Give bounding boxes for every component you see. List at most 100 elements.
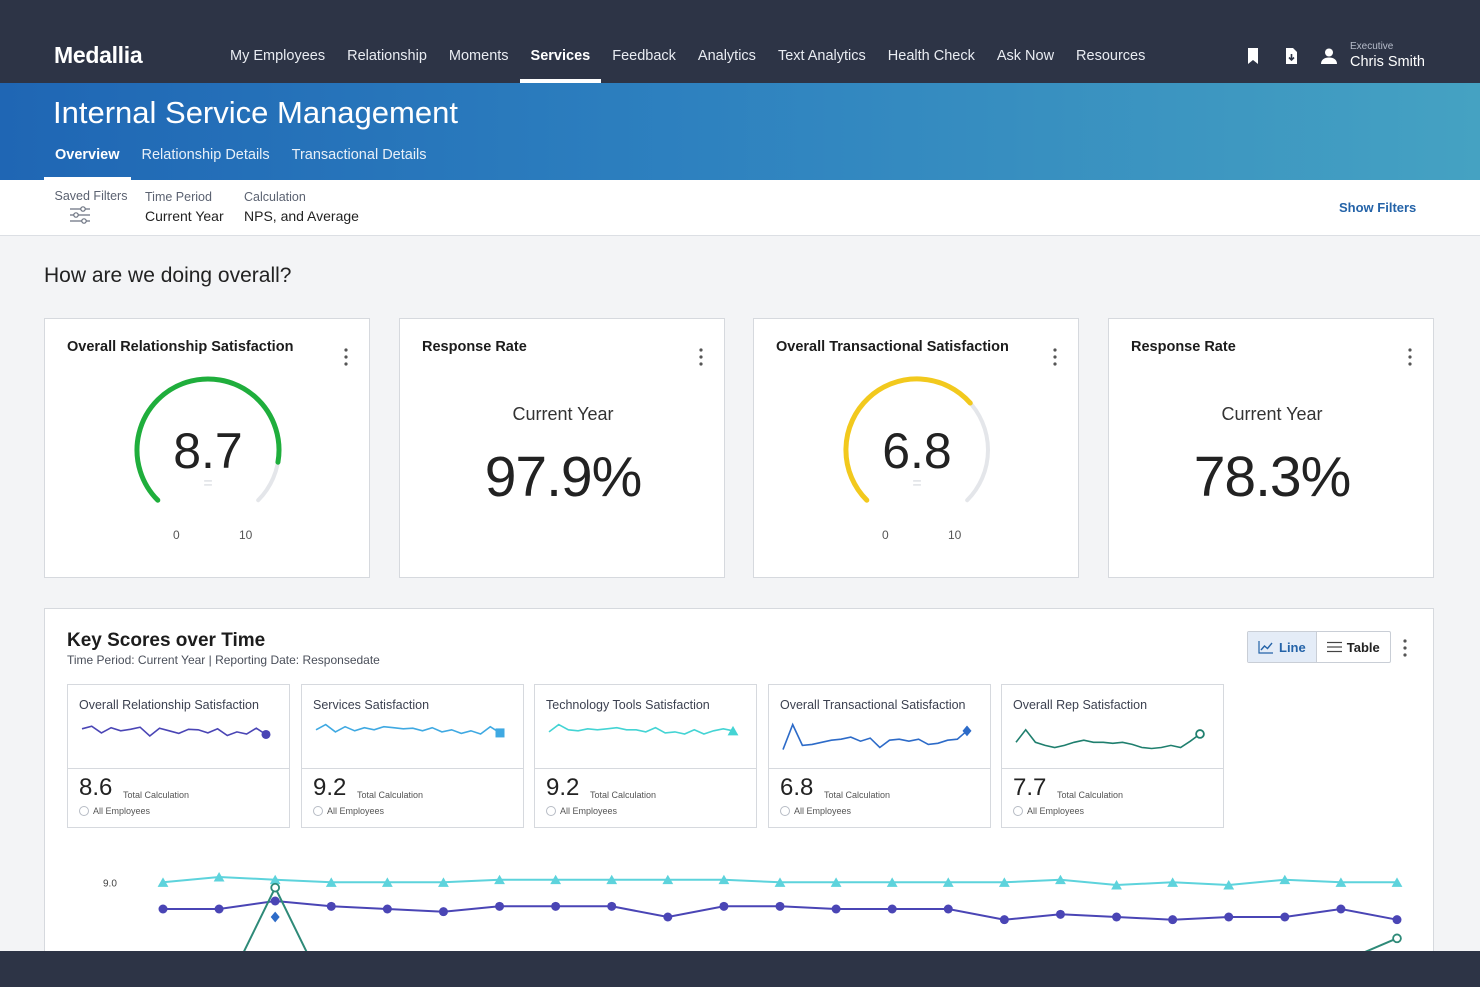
kpi-card-response-rate-relationship: Response Rate Current Year 97.9% — [399, 318, 725, 578]
page-title: Internal Service Management — [53, 95, 458, 130]
divider — [302, 768, 523, 769]
more-options-icon[interactable] — [1407, 347, 1413, 367]
divider — [1002, 768, 1223, 769]
user-icon[interactable] — [1320, 47, 1338, 65]
nav-item-moments[interactable]: Moments — [448, 48, 509, 64]
divider — [769, 768, 990, 769]
gauge-value: 8.7 — [173, 423, 243, 479]
gauge-min-label: 0 — [173, 528, 180, 542]
nav-item-text-analytics[interactable]: Text Analytics — [777, 48, 866, 64]
series-point — [325, 877, 337, 887]
radio-button[interactable] — [780, 806, 790, 816]
radio-button[interactable] — [1013, 806, 1023, 816]
nav-item-feedback[interactable]: Feedback — [612, 48, 676, 64]
series-point — [718, 874, 730, 885]
divider — [68, 768, 289, 769]
card-title: Overall Transactional Satisfaction — [776, 339, 1009, 355]
series-point — [269, 874, 281, 885]
series-point — [270, 896, 280, 906]
nav-item-my-employees[interactable]: My Employees — [230, 48, 326, 64]
nav-item-ask-now[interactable]: Ask Now — [996, 48, 1055, 64]
sliders-icon — [70, 206, 90, 224]
metric-filter[interactable]: All Employees — [1013, 806, 1084, 816]
series-point — [157, 877, 169, 887]
sparkline-end-marker — [495, 728, 505, 738]
metric-filter-label: All Employees — [1027, 806, 1085, 816]
metric-filter[interactable]: All Employees — [79, 806, 150, 816]
more-options-icon[interactable] — [343, 347, 349, 367]
line-view-button[interactable]: Line — [1248, 632, 1317, 662]
time-period-filter[interactable]: Time Period Current Year — [145, 190, 224, 224]
rate-value: 78.3% — [1193, 445, 1352, 509]
bottom-bar — [0, 951, 1480, 987]
more-options-icon[interactable] — [1052, 347, 1058, 367]
metric-tile[interactable]: Overall Transactional Satisfaction 6.8 Tot… — [768, 684, 991, 828]
tab-relationship-details[interactable]: Relationship Details — [141, 147, 270, 163]
user-menu[interactable]: Executive Chris Smith — [1350, 41, 1425, 71]
metric-title: Overall Rep Satisfaction — [1013, 698, 1148, 712]
metric-calc-label: Total Calculation — [1057, 790, 1124, 800]
sparkline-path — [548, 723, 734, 735]
metric-filter-label: All Employees — [93, 806, 151, 816]
metric-tile[interactable]: Overall Relationship Satisfaction 8.6 Tota… — [67, 684, 290, 828]
metric-filter-label: All Employees — [560, 806, 618, 816]
calculation-label: Calculation — [244, 190, 306, 204]
saved-filters-label: Saved Filters — [54, 189, 128, 203]
gauge-fill — [843, 376, 973, 503]
rate-period: Current Year — [512, 404, 614, 424]
metric-tile[interactable]: Technology Tools Satisfaction 9.2 Total Ca… — [534, 684, 757, 828]
series-point — [830, 877, 842, 887]
metric-calc-label: Total Calculation — [357, 790, 424, 800]
metric-tile[interactable]: Services Satisfaction 9.2 Total Calculatio… — [301, 684, 524, 828]
saved-filters-button[interactable]: Saved Filters — [54, 189, 128, 225]
nav-item-services[interactable]: Services — [519, 28, 602, 83]
user-name: Chris Smith — [1350, 54, 1425, 70]
card-title: Response Rate — [1131, 339, 1236, 355]
calculation-filter[interactable]: Calculation NPS, and Average — [244, 190, 359, 224]
series-point — [1111, 880, 1122, 890]
nav-item-relationship[interactable]: Relationship — [347, 48, 427, 64]
series-point — [1391, 877, 1403, 887]
sparkline-path — [81, 725, 267, 738]
series-point — [719, 901, 729, 911]
series-point — [1335, 877, 1347, 887]
show-filters-link[interactable]: Show Filters — [1339, 200, 1417, 215]
metric-filter[interactable]: All Employees — [546, 806, 617, 816]
table-view-button[interactable]: Table — [1317, 632, 1390, 662]
more-options-icon[interactable] — [1402, 638, 1408, 658]
series-point — [382, 904, 392, 914]
page-tabs: Overview Relationship Details Transactiona… — [44, 140, 438, 180]
series-point — [1224, 912, 1234, 922]
radio-button[interactable] — [313, 806, 323, 816]
series-point — [381, 877, 393, 887]
metric-value: 6.8 — [780, 774, 814, 801]
nav-item-analytics[interactable]: Analytics — [697, 48, 756, 64]
nav-item-health-check[interactable]: Health Check — [887, 48, 975, 64]
series-point — [1392, 933, 1402, 944]
metric-tile[interactable]: Overall Rep Satisfaction 7.7 Total Calcula… — [1001, 684, 1224, 828]
metric-filter[interactable]: All Employees — [313, 806, 384, 816]
radio-button[interactable] — [546, 806, 556, 816]
medallia-logo[interactable]: Medallia — [54, 42, 143, 68]
more-options-icon[interactable] — [698, 347, 704, 367]
key-scores-subtitle: Time Period: Current Year | Reporting Da… — [67, 653, 380, 667]
sparkline-path — [315, 723, 501, 735]
time-period-value: Current Year — [145, 208, 224, 224]
radio-button[interactable] — [79, 806, 89, 816]
metric-value: 7.7 — [1013, 774, 1047, 801]
nav-item-resources[interactable]: Resources — [1076, 48, 1146, 64]
bookmark-icon[interactable] — [1244, 47, 1262, 65]
tab-overview[interactable]: Overview — [44, 140, 131, 180]
metric-calc-label: Total Calculation — [590, 790, 657, 800]
series-point — [495, 901, 505, 911]
top-navigation-bar: Medallia My Employees Relationship Moments… — [0, 0, 1480, 83]
view-toggle: Line Table — [1247, 631, 1391, 663]
key-scores-line-chart: 9.0 — [103, 872, 1403, 951]
tab-transactional-details[interactable]: Transactional Details — [291, 147, 427, 163]
export-icon[interactable] — [1282, 47, 1300, 65]
metric-filter[interactable]: All Employees — [780, 806, 851, 816]
series-point — [270, 882, 280, 893]
time-period-label: Time Period — [145, 190, 212, 204]
series-point — [886, 877, 898, 887]
gauge-fill — [134, 376, 282, 503]
